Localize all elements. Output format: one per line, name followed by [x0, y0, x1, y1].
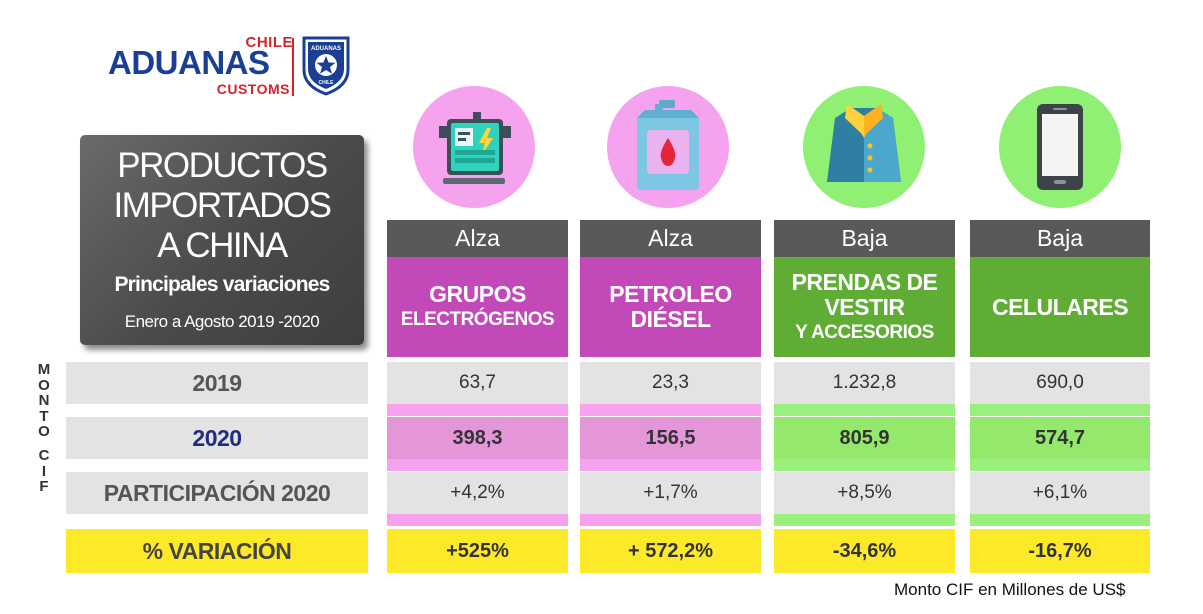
title-line-3: A CHINA — [157, 226, 288, 265]
cell-diesel-variacion: + 572,2% — [580, 529, 761, 573]
product-header-clothing: PRENDAS DE VESTIR Y ACCESORIOS — [774, 257, 955, 357]
product-name-line: DIÉSEL — [630, 306, 711, 332]
footnote: Monto CIF en Millones de US$ — [894, 580, 1126, 599]
cellphone-icon — [999, 86, 1121, 208]
product-name-line: PRENDAS DE — [791, 268, 938, 295]
row-divider — [774, 404, 955, 416]
row-divider — [774, 459, 955, 471]
row-divider — [970, 404, 1150, 416]
cell-cellphones-2020: 574,7 — [970, 417, 1150, 459]
cell-generators-2020: 398,3 — [387, 417, 568, 459]
title-box: PRODUCTOS IMPORTADOS A CHINA Principales… — [80, 135, 364, 345]
cell-generators-participacion: +4,2% — [387, 472, 568, 514]
product-name-line: VESTIR — [824, 293, 905, 320]
product-name-line: GRUPOS — [429, 281, 526, 307]
title-period: Enero a Agosto 2019 -2020 — [124, 312, 320, 331]
cell-cellphones-participacion: +6,1% — [970, 472, 1150, 514]
cell-generators-variacion: +525% — [387, 529, 568, 573]
badge-bottom-text: CHILE — [319, 80, 335, 86]
product-header-generators: GRUPOS ELECTRÓGENOS — [387, 257, 568, 357]
aduanas-logo: CHILE ADUANAS CUSTOMS ADUANAS CHILE — [108, 34, 353, 97]
row-label-variacion: % VARIACIÓN — [66, 529, 368, 573]
row-divider — [580, 514, 761, 526]
badge-top-text: ADUANAS — [311, 46, 341, 52]
row-divider — [387, 404, 568, 416]
shirt-icon — [803, 86, 925, 208]
cell-clothing-2019: 1.232,8 — [774, 362, 955, 404]
cell-cellphones-variacion: -16,7% — [970, 529, 1150, 573]
product-header-cellphones: CELULARES — [970, 257, 1150, 357]
generator-icon — [413, 86, 535, 208]
product-name-line: ELECTRÓGENOS — [400, 309, 555, 330]
cell-clothing-participacion: +8,5% — [774, 472, 955, 514]
trend-header-generators: Alza — [387, 220, 568, 257]
title-subtitle: Principales variaciones — [114, 273, 330, 296]
row-divider — [387, 514, 568, 526]
product-header-diesel: PETROLEO DIÉSEL — [580, 257, 761, 357]
row-divider — [970, 459, 1150, 471]
cell-cellphones-2019: 690,0 — [970, 362, 1150, 404]
cell-clothing-2020: 805,9 — [774, 417, 955, 459]
cell-diesel-2019: 23,3 — [580, 362, 761, 404]
logo-divider — [292, 38, 294, 96]
trend-header-clothing: Baja — [774, 220, 955, 257]
fuel-canister-icon — [607, 86, 729, 208]
row-label-2020: 2020 — [66, 417, 368, 459]
row-divider — [580, 404, 761, 416]
row-divider — [774, 514, 955, 526]
cell-clothing-variacion: -34,6% — [774, 529, 955, 573]
row-divider — [970, 514, 1150, 526]
row-divider — [580, 459, 761, 471]
product-name-line: CELULARES — [991, 293, 1129, 320]
cell-diesel-2020: 156,5 — [580, 417, 761, 459]
row-label-participacion: PARTICIPACIÓN 2020 — [66, 472, 368, 514]
page-title: PRODUCTOS IMPORTADOS A CHINA — [80, 146, 364, 266]
title-line-2: IMPORTADOS — [113, 186, 332, 225]
product-name-line: PETROLEO — [609, 281, 732, 307]
trend-header-diesel: Alza — [580, 220, 761, 257]
logo-aduanas-text: ADUANAS — [108, 44, 270, 81]
cell-generators-2019: 63,7 — [387, 362, 568, 404]
product-name-line: Y ACCESORIOS — [795, 321, 934, 343]
logo-chile-text: CHILE — [245, 34, 293, 51]
side-label-monto-cif: M O N T O C I F — [37, 361, 51, 496]
title-line-1: PRODUCTOS — [117, 146, 328, 185]
row-label-2019: 2019 — [66, 362, 368, 404]
trend-header-cellphones: Baja — [970, 220, 1150, 257]
logo-customs-text: CUSTOMS — [216, 81, 290, 97]
row-divider — [387, 459, 568, 471]
cell-diesel-participacion: +1,7% — [580, 472, 761, 514]
shield-badge-icon: ADUANAS CHILE — [302, 36, 350, 96]
